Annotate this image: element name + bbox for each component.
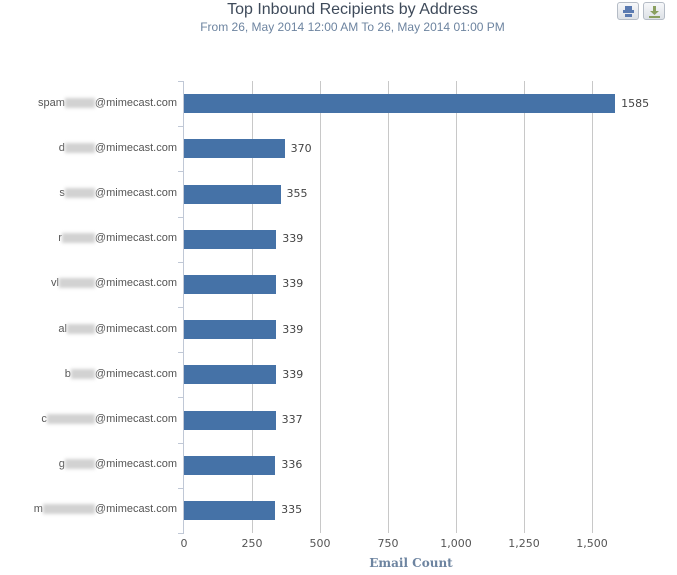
chart-subtitle: From 26, May 2014 12:00 AM To 26, May 20… <box>200 20 505 34</box>
redacted-text <box>66 323 95 334</box>
y-tick-mark <box>178 126 184 128</box>
x-tick-label: 0 <box>180 537 188 550</box>
x-gridline <box>456 81 457 533</box>
download-button[interactable] <box>643 2 665 20</box>
category-label: s @mimecast.com <box>59 187 177 199</box>
bar-value-label: 355 <box>286 187 308 200</box>
bar[interactable] <box>184 94 616 114</box>
y-tick-mark <box>178 533 184 534</box>
category-label: b @mimecast.com <box>64 367 177 380</box>
bar-value-label: 370 <box>290 141 312 155</box>
y-tick-mark <box>178 81 184 82</box>
download-icon <box>649 6 660 18</box>
plot-area <box>184 81 662 533</box>
category-label: spam @mimecast.com <box>38 96 177 109</box>
bar[interactable] <box>184 229 277 249</box>
y-tick-mark <box>178 487 184 489</box>
y-tick-mark <box>178 171 184 173</box>
bar[interactable] <box>184 500 276 520</box>
y-tick-mark <box>178 352 184 354</box>
x-tick-label: 750 <box>377 537 399 550</box>
x-gridline <box>524 81 525 533</box>
y-tick-mark <box>178 442 184 444</box>
redacted-text <box>42 504 95 515</box>
bar[interactable] <box>184 274 277 294</box>
bar-value-label: 336 <box>281 458 303 472</box>
category-label: m @mimecast.com <box>33 503 177 516</box>
chart-title: Top Inbound Recipients by Address <box>227 1 478 18</box>
x-tick-label: 1,250 <box>508 537 540 550</box>
x-tick-label: 1,500 <box>576 537 608 550</box>
x-gridline <box>388 81 389 533</box>
y-tick-mark <box>178 261 184 263</box>
bar-value-label: 339 <box>282 232 304 246</box>
redacted-text <box>64 97 95 108</box>
bar[interactable] <box>184 410 276 430</box>
redacted-text <box>58 278 95 289</box>
bar-value-label: 1585 <box>621 96 650 110</box>
print-button[interactable] <box>617 2 639 20</box>
bar-value-label: 335 <box>281 503 303 517</box>
bar[interactable] <box>184 365 277 385</box>
bar-value-label: 339 <box>282 367 304 381</box>
bar[interactable] <box>184 184 281 204</box>
x-gridline <box>592 81 593 533</box>
x-tick-label: 500 <box>309 537 331 550</box>
y-tick-mark <box>178 397 184 399</box>
bar[interactable] <box>184 320 277 340</box>
category-label: r @mimecast.com <box>58 232 177 245</box>
x-gridline <box>252 81 253 533</box>
y-tick-mark <box>178 216 184 218</box>
redacted-text <box>64 188 95 199</box>
redacted-text <box>64 142 95 153</box>
category-label: d @mimecast.com <box>58 141 177 154</box>
redacted-text <box>46 414 95 425</box>
x-tick-label: 1,000 <box>440 537 472 550</box>
category-label: vl @mimecast.com <box>50 277 177 290</box>
redacted-text <box>61 233 95 244</box>
printer-icon <box>623 6 634 17</box>
y-tick-mark <box>178 307 184 308</box>
category-label: c @mimecast.com <box>41 413 177 425</box>
x-axis-title: Email Count <box>369 556 453 570</box>
redacted-text <box>64 459 95 470</box>
category-label: al @mimecast.com <box>58 322 177 335</box>
x-gridline <box>320 81 321 533</box>
bar-value-label: 339 <box>282 322 304 336</box>
bar[interactable] <box>184 455 276 475</box>
bar-value-label: 337 <box>281 413 303 426</box>
bar-value-label: 339 <box>282 277 304 291</box>
bar[interactable] <box>184 139 285 159</box>
redacted-text <box>70 368 95 379</box>
category-label: g @mimecast.com <box>58 458 177 471</box>
x-tick-label: 250 <box>241 537 263 550</box>
